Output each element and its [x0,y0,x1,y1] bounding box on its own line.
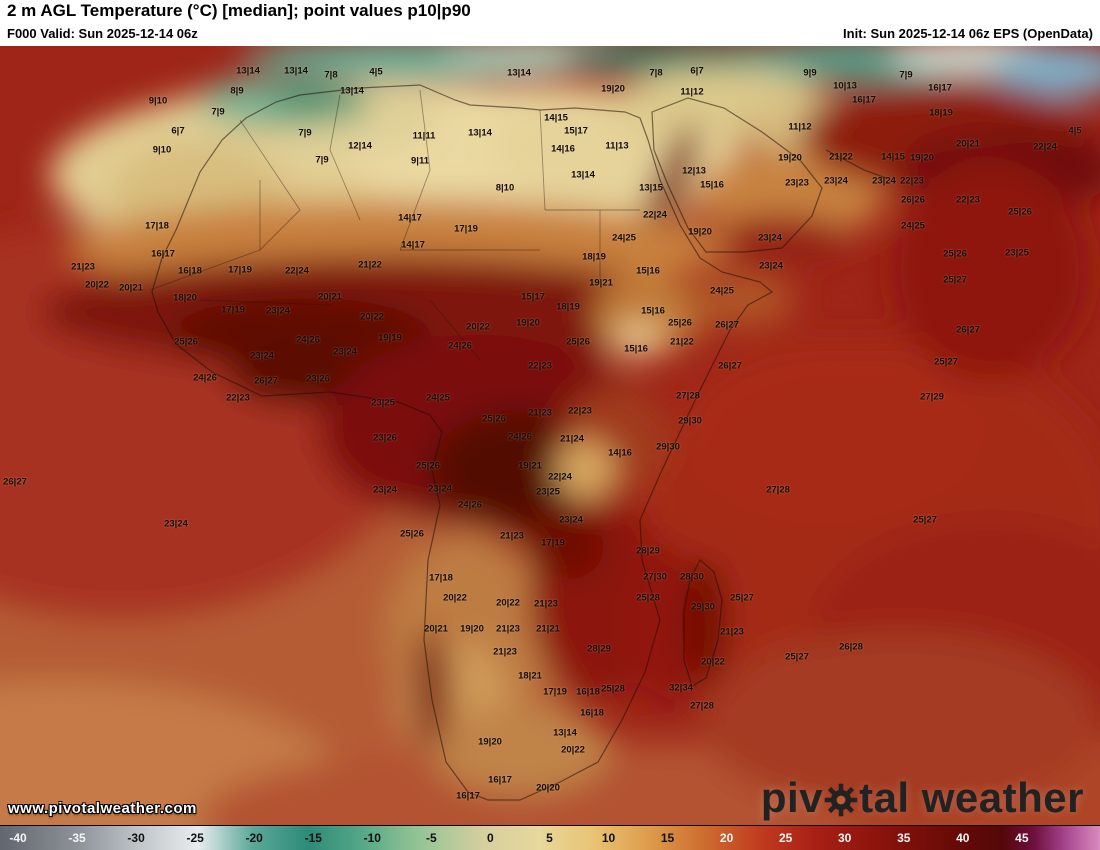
gear-icon [824,783,858,817]
watermark-url: www.pivotalweather.com [8,800,197,817]
colorbar-tick-label: 45 [1015,831,1029,845]
colorbar-tick-label: 25 [778,831,793,845]
logo-text-prefix: piv [760,774,824,821]
colorbar-tick-label: 15 [660,831,675,845]
temperature-map [0,46,1100,826]
colorbar-tick-label: -15 [304,831,322,845]
colorbar-tick-label: -10 [363,831,381,845]
logo-text-suffix: tal weather [859,774,1084,821]
colorbar: -40 -35 -30 -25 -20 -15 -10 -5 0 5 10 15 20 25 30 35 40 4… [0,825,1100,850]
colorbar-tick-label: -25 [186,831,204,845]
valid-time-label: F000 Valid: Sun 2025-12-14 06z [7,26,198,41]
colorbar-tick-label: 10 [601,831,616,845]
temperature-field-graphic [0,46,1100,826]
colorbar-tick-label: 40 [956,831,970,845]
header-bar: 2 m AGL Temperature (°C) [median]; point… [0,0,1100,46]
colorbar-tick-label: 0 [487,831,494,845]
colorbar-tick-label: 20 [719,831,734,845]
colorbar-tick-label: -40 [9,831,27,845]
colorbar-tick-label: -35 [68,831,86,845]
colorbar-tick-label: 30 [838,831,852,845]
init-time-label: Init: Sun 2025-12-14 06z EPS (OpenData) [843,26,1093,41]
map-title: 2 m AGL Temperature (°C) [median]; point… [7,1,471,20]
country-borders [149,89,640,361]
colorbar-tick-label: -20 [245,831,263,845]
pivotal-weather-logo: piv tal weather [761,774,1084,822]
colorbar-tick-label: 35 [897,831,911,845]
colorbar-tick-label: -5 [426,831,437,845]
coastlines [151,84,887,801]
colorbar-tick-label: 5 [546,831,553,845]
colorbar-tick-label: -30 [127,831,145,845]
